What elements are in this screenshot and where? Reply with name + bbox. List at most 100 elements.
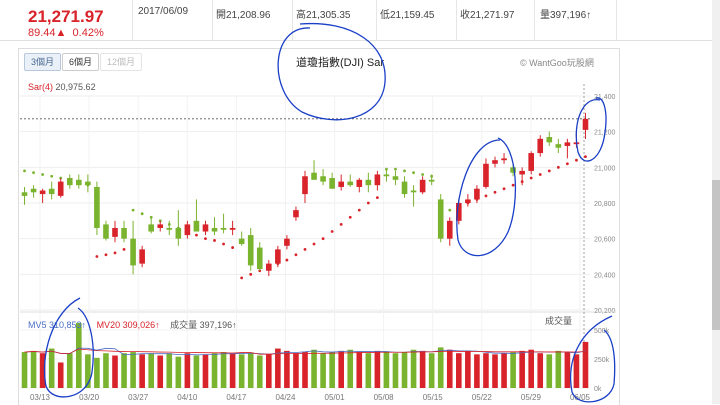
mv5-line bbox=[24, 347, 586, 356]
sar-dot bbox=[493, 190, 497, 194]
sar-dot bbox=[285, 258, 289, 262]
candle-body bbox=[293, 210, 299, 218]
candle-body bbox=[184, 224, 191, 236]
volume-bar bbox=[130, 352, 136, 388]
volume-bar bbox=[139, 354, 145, 388]
candle-body bbox=[76, 179, 82, 186]
volume-bar bbox=[302, 352, 308, 388]
candle-body bbox=[555, 144, 562, 148]
candle-body bbox=[320, 176, 326, 182]
volume-bar bbox=[202, 354, 209, 388]
sar-dot bbox=[321, 237, 325, 241]
quote-open: 開21,208.96 bbox=[216, 10, 271, 21]
sar-legend: Sar(4) 20,975.62 bbox=[28, 82, 96, 92]
volume-bar bbox=[519, 350, 525, 388]
candle-body bbox=[437, 199, 444, 239]
volume-bar bbox=[456, 353, 462, 388]
sar-dot bbox=[394, 167, 397, 171]
volume-bar bbox=[112, 355, 118, 388]
candle-body bbox=[66, 178, 73, 186]
x-tick-label: 06/05 bbox=[570, 393, 591, 402]
candle-body bbox=[347, 181, 354, 186]
sar-dot bbox=[357, 208, 361, 212]
sar-dot bbox=[231, 246, 235, 249]
volume-bar bbox=[582, 341, 589, 388]
volume-bar bbox=[94, 357, 100, 388]
annotation-last-candle-circle bbox=[575, 97, 607, 162]
annotation-title-circle bbox=[277, 22, 386, 121]
x-tick-label: 03/13 bbox=[30, 393, 51, 402]
x-tick-label: 05/01 bbox=[325, 393, 346, 402]
volume-bar bbox=[474, 354, 480, 388]
candle-body bbox=[419, 179, 426, 193]
sar-dot bbox=[529, 176, 533, 180]
candle-body bbox=[537, 138, 544, 154]
sar-dot bbox=[556, 165, 560, 169]
quote-low: 低21,159.45 bbox=[380, 10, 435, 21]
sar-dot bbox=[95, 255, 99, 258]
candle-body bbox=[546, 137, 553, 143]
volume-bar bbox=[428, 353, 435, 388]
volume-bar bbox=[193, 355, 200, 388]
volume-bar bbox=[293, 353, 299, 388]
volume-bar bbox=[528, 349, 534, 388]
volume-bar bbox=[57, 362, 64, 388]
volume-bar bbox=[166, 353, 173, 388]
sar-dot bbox=[511, 183, 515, 187]
volume-bar bbox=[30, 350, 37, 388]
candle-body bbox=[202, 224, 209, 232]
volume-bar bbox=[66, 353, 73, 388]
volume-bar bbox=[510, 352, 516, 388]
volume-tick-label: 0k bbox=[594, 386, 602, 393]
candle-body bbox=[39, 190, 46, 195]
tab-3-months[interactable]: 3個月 bbox=[24, 53, 62, 71]
sar-dot bbox=[131, 208, 135, 212]
tab-6-months[interactable]: 6個月 bbox=[62, 53, 100, 71]
candle-body bbox=[428, 179, 435, 182]
sar-dot bbox=[575, 158, 578, 162]
last-price: 21,271.97 bbox=[28, 7, 104, 26]
sar-dot bbox=[339, 223, 343, 226]
candle-body bbox=[483, 163, 489, 187]
candle-body bbox=[166, 227, 173, 230]
volume-bar bbox=[465, 350, 471, 388]
candle-body bbox=[510, 167, 516, 173]
candle-body bbox=[48, 188, 55, 195]
candle-body bbox=[519, 170, 525, 175]
sar-dot bbox=[303, 247, 307, 251]
mv20-line bbox=[24, 348, 586, 355]
change-percent: 0.42% bbox=[72, 27, 104, 39]
candle-body bbox=[501, 158, 507, 161]
x-tick-label: 04/10 bbox=[177, 393, 198, 402]
volume-bar bbox=[85, 354, 91, 388]
annotation-rally-circle bbox=[456, 137, 516, 257]
x-tick-label: 05/08 bbox=[374, 393, 395, 402]
quote-divider bbox=[616, 0, 617, 40]
tab-12-months: 12個月 bbox=[100, 53, 143, 71]
quote-high: 高21,305.35 bbox=[296, 10, 351, 21]
volume-bar bbox=[365, 353, 372, 388]
candle-body bbox=[211, 227, 218, 232]
candle-body bbox=[492, 160, 498, 164]
candle-body bbox=[582, 118, 589, 130]
volume-bar bbox=[76, 323, 82, 388]
candle-body bbox=[130, 238, 136, 266]
candle-body bbox=[302, 176, 308, 195]
price-tick-label: 21,400 bbox=[594, 94, 616, 101]
annotation-volume-circle-left bbox=[43, 297, 94, 398]
volume-bar bbox=[356, 352, 363, 388]
scrollbar-thumb[interactable] bbox=[712, 180, 720, 330]
sar-dot bbox=[312, 242, 316, 246]
sar-dot bbox=[448, 208, 452, 212]
volume-bar bbox=[311, 349, 317, 388]
candle-body bbox=[112, 227, 118, 237]
quote-bottom-border bbox=[0, 40, 712, 41]
candle-body bbox=[465, 199, 471, 203]
x-tick-label: 05/22 bbox=[472, 393, 493, 402]
x-tick-label: 04/24 bbox=[275, 393, 296, 402]
candle-body bbox=[57, 181, 64, 196]
candle-body bbox=[157, 224, 164, 228]
volume-legend: MV5 310,853↑ MV20 309,026↑ 成交量 397,196↑ bbox=[28, 318, 237, 331]
chart-title: 道瓊指數(DJI) Sar bbox=[296, 57, 384, 69]
sar-dot bbox=[249, 272, 253, 276]
